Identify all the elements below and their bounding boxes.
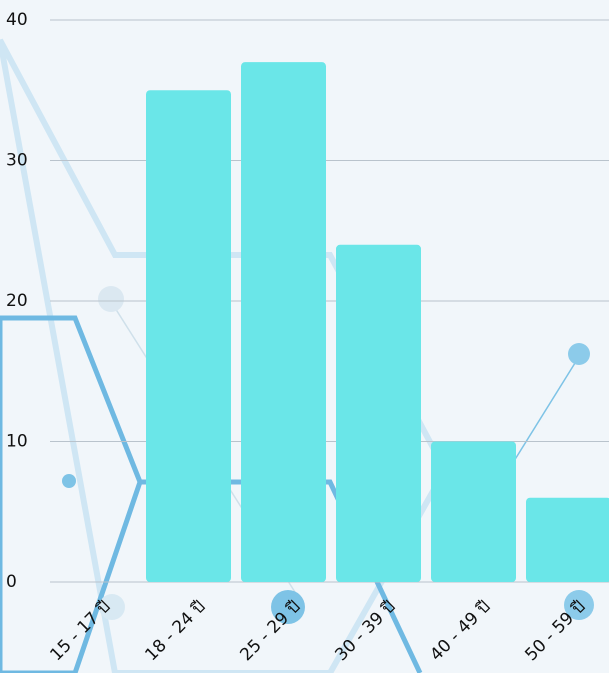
y-tick-label: 0 (6, 572, 17, 592)
bar (431, 441, 516, 582)
bar (336, 244, 421, 583)
x-tick-label: 25 - 29 ปี (236, 597, 304, 665)
y-tick-label: 40 (6, 10, 28, 30)
x-tick-label: 18 - 24 ปี (141, 597, 209, 665)
y-tick-label: 30 (6, 151, 28, 171)
bar (146, 90, 231, 582)
bar (526, 497, 609, 582)
x-tick-label: 50 - 59 ปี (521, 597, 589, 665)
y-tick-label: 20 (6, 291, 28, 311)
bar (241, 62, 326, 582)
y-tick-label: 10 (6, 432, 28, 452)
x-tick-label: 40 - 49 ปี (426, 597, 494, 665)
